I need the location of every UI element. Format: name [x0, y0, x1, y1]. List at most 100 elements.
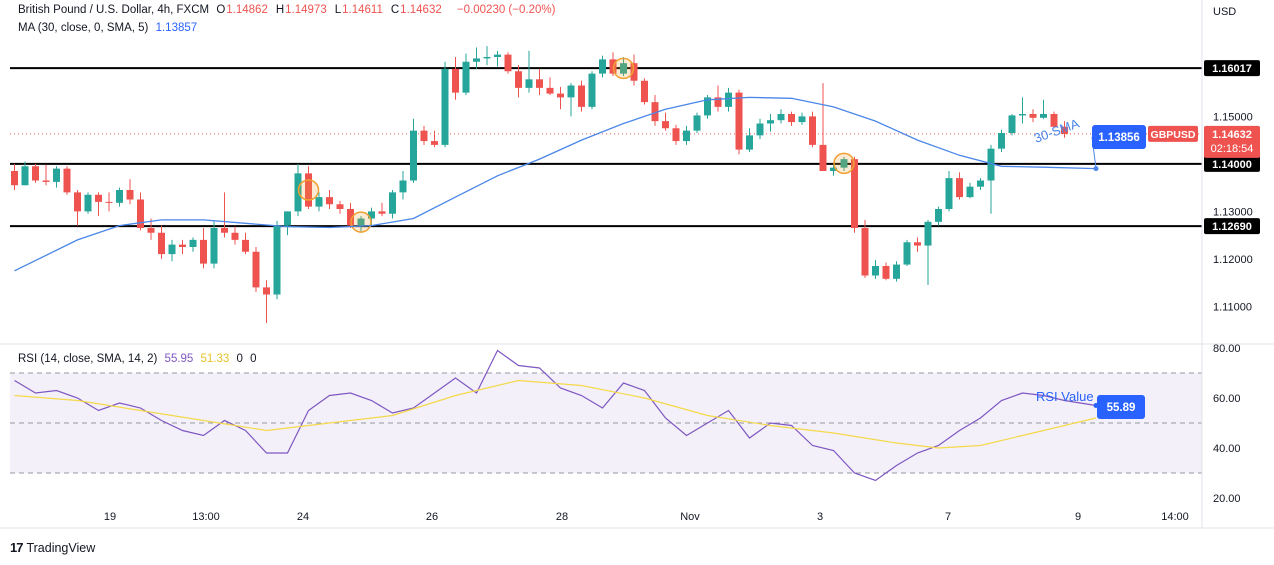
candle-body	[672, 128, 680, 142]
candle-body	[546, 87, 554, 94]
level-badge-value: 1.12690	[1212, 221, 1252, 233]
candle	[956, 172, 963, 200]
candle-body	[294, 173, 302, 212]
symbol-legend: British Pound / U.S. Dollar, 4h, FXCM O1…	[18, 4, 559, 16]
candle-body	[483, 57, 491, 59]
brand-name: TradingView	[26, 540, 96, 555]
candle-body	[105, 201, 113, 203]
candle	[578, 80, 585, 112]
candle	[651, 95, 659, 126]
candle-body	[588, 73, 596, 107]
price-tick-label: 1.15000	[1213, 111, 1253, 123]
sma-badge-bg	[1092, 125, 1146, 149]
candle	[935, 206, 942, 226]
candle	[924, 219, 932, 285]
ohlc-value: 1.14973	[285, 4, 327, 16]
candle	[504, 52, 512, 74]
candle-body	[1040, 114, 1047, 118]
level-badge-bg	[1204, 60, 1260, 77]
ohlc-c: C1.14632	[391, 4, 446, 16]
candle	[273, 220, 281, 300]
candle-body	[242, 239, 249, 252]
rsi-value: 55.95	[164, 353, 194, 365]
candle-body	[756, 123, 764, 136]
candle-body	[567, 85, 575, 98]
tradingview-logo[interactable]: 17 TradingView	[10, 540, 95, 555]
candle-body	[840, 159, 848, 168]
candle-body	[578, 85, 585, 107]
candle-body	[525, 79, 533, 88]
symbol-title: British Pound / U.S. Dollar, 4h, FXCM	[18, 4, 210, 16]
candle	[441, 61, 449, 148]
rsi-extra-1: 0	[236, 353, 243, 365]
candle	[326, 190, 333, 209]
candle-body	[326, 197, 333, 205]
candle-body	[945, 178, 953, 209]
time-tick-label: 19	[104, 511, 116, 523]
level-badge: 1.14000	[1204, 155, 1260, 172]
candle-body	[116, 190, 123, 203]
candle-body	[1008, 115, 1016, 133]
candle-body	[315, 197, 323, 207]
candle	[987, 144, 995, 214]
candle-body	[32, 166, 39, 181]
candle	[1040, 99, 1047, 119]
candle-body	[210, 228, 218, 264]
candle-body	[336, 204, 344, 209]
candle	[32, 163, 39, 183]
price-badge-countdown: 02:18:54	[1211, 143, 1254, 155]
candle	[410, 118, 417, 183]
level-badge-bg	[1204, 218, 1260, 235]
candle	[819, 83, 827, 171]
candle-body	[95, 194, 102, 202]
level-badge-value: 1.16017	[1212, 63, 1252, 75]
ohlc-l: L1.14611	[335, 4, 387, 16]
price-pane[interactable]: 30-SMA 1.13856	[10, 46, 1202, 323]
candle-body	[126, 190, 134, 200]
time-tick-label: 26	[426, 511, 438, 523]
currency-label: USD	[1213, 6, 1236, 18]
candle	[525, 50, 533, 93]
ohlc-value: 1.14862	[226, 4, 268, 16]
candle-body	[903, 242, 911, 265]
candle	[63, 166, 71, 195]
rsi-label: RSI (14, close, SMA, 14, 2)	[18, 353, 158, 365]
candle	[557, 86, 564, 110]
rsi-tick-label: 80.00	[1213, 343, 1241, 355]
change-value: −0.00230 (−0.20%)	[456, 4, 556, 16]
candle	[74, 190, 81, 226]
ohlc-o: O1.14862	[216, 4, 272, 16]
candle-body	[147, 228, 155, 233]
axes: USD 1.15000 1.14000 1.13000 1.12000 1.11000 80…	[0, 0, 1274, 529]
candle	[777, 109, 785, 124]
candle-body	[441, 68, 449, 145]
candle-body	[714, 97, 722, 107]
rsi-ma-value: 51.33	[200, 353, 230, 365]
candle-body	[872, 266, 879, 276]
candle	[798, 112, 806, 125]
candle	[1050, 111, 1058, 129]
candle	[200, 228, 207, 269]
candle	[158, 225, 165, 259]
candle	[620, 57, 627, 76]
rsi-pane[interactable]: RSI Value 55.89	[10, 349, 1202, 482]
candle	[105, 192, 113, 212]
candle-body	[515, 71, 522, 88]
candle-body	[966, 186, 974, 198]
level-badge: 1.12690	[1204, 218, 1260, 235]
candle-body	[914, 242, 921, 246]
candle	[189, 237, 197, 252]
candle	[494, 50, 501, 67]
candle	[882, 262, 890, 281]
candle	[378, 202, 386, 217]
time-tick-label: 7	[945, 511, 951, 523]
candle-body	[1050, 114, 1058, 127]
candle	[840, 156, 848, 171]
level-badge-value: 1.14000	[1212, 159, 1252, 171]
rsi-badge-bg	[1097, 395, 1145, 419]
candle-body	[557, 93, 564, 98]
candle-body	[84, 194, 92, 212]
ma-line	[14, 96, 1097, 272]
time-tick-label: 9	[1075, 511, 1081, 523]
candle-body	[746, 135, 753, 150]
